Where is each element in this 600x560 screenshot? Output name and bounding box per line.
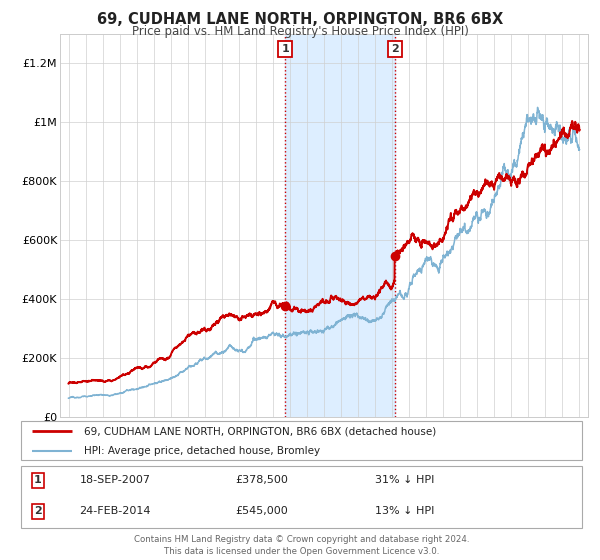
Text: This data is licensed under the Open Government Licence v3.0.: This data is licensed under the Open Gov…	[164, 547, 439, 556]
Text: 1: 1	[281, 44, 289, 54]
Text: 24-FEB-2014: 24-FEB-2014	[80, 506, 151, 516]
Text: Contains HM Land Registry data © Crown copyright and database right 2024.: Contains HM Land Registry data © Crown c…	[134, 535, 469, 544]
FancyBboxPatch shape	[21, 421, 582, 460]
Text: £545,000: £545,000	[235, 506, 288, 516]
Text: 18-SEP-2007: 18-SEP-2007	[80, 475, 151, 486]
Text: 1: 1	[34, 475, 42, 486]
Text: 31% ↓ HPI: 31% ↓ HPI	[375, 475, 434, 486]
FancyBboxPatch shape	[21, 466, 582, 528]
Text: Price paid vs. HM Land Registry's House Price Index (HPI): Price paid vs. HM Land Registry's House …	[131, 25, 469, 38]
Text: 13% ↓ HPI: 13% ↓ HPI	[375, 506, 434, 516]
Text: 2: 2	[34, 506, 42, 516]
Text: £378,500: £378,500	[235, 475, 288, 486]
Text: HPI: Average price, detached house, Bromley: HPI: Average price, detached house, Brom…	[84, 446, 320, 456]
Text: 2: 2	[391, 44, 398, 54]
Text: 69, CUDHAM LANE NORTH, ORPINGTON, BR6 6BX: 69, CUDHAM LANE NORTH, ORPINGTON, BR6 6B…	[97, 12, 503, 27]
Text: 69, CUDHAM LANE NORTH, ORPINGTON, BR6 6BX (detached house): 69, CUDHAM LANE NORTH, ORPINGTON, BR6 6B…	[84, 426, 436, 436]
Bar	[285, 34, 395, 417]
